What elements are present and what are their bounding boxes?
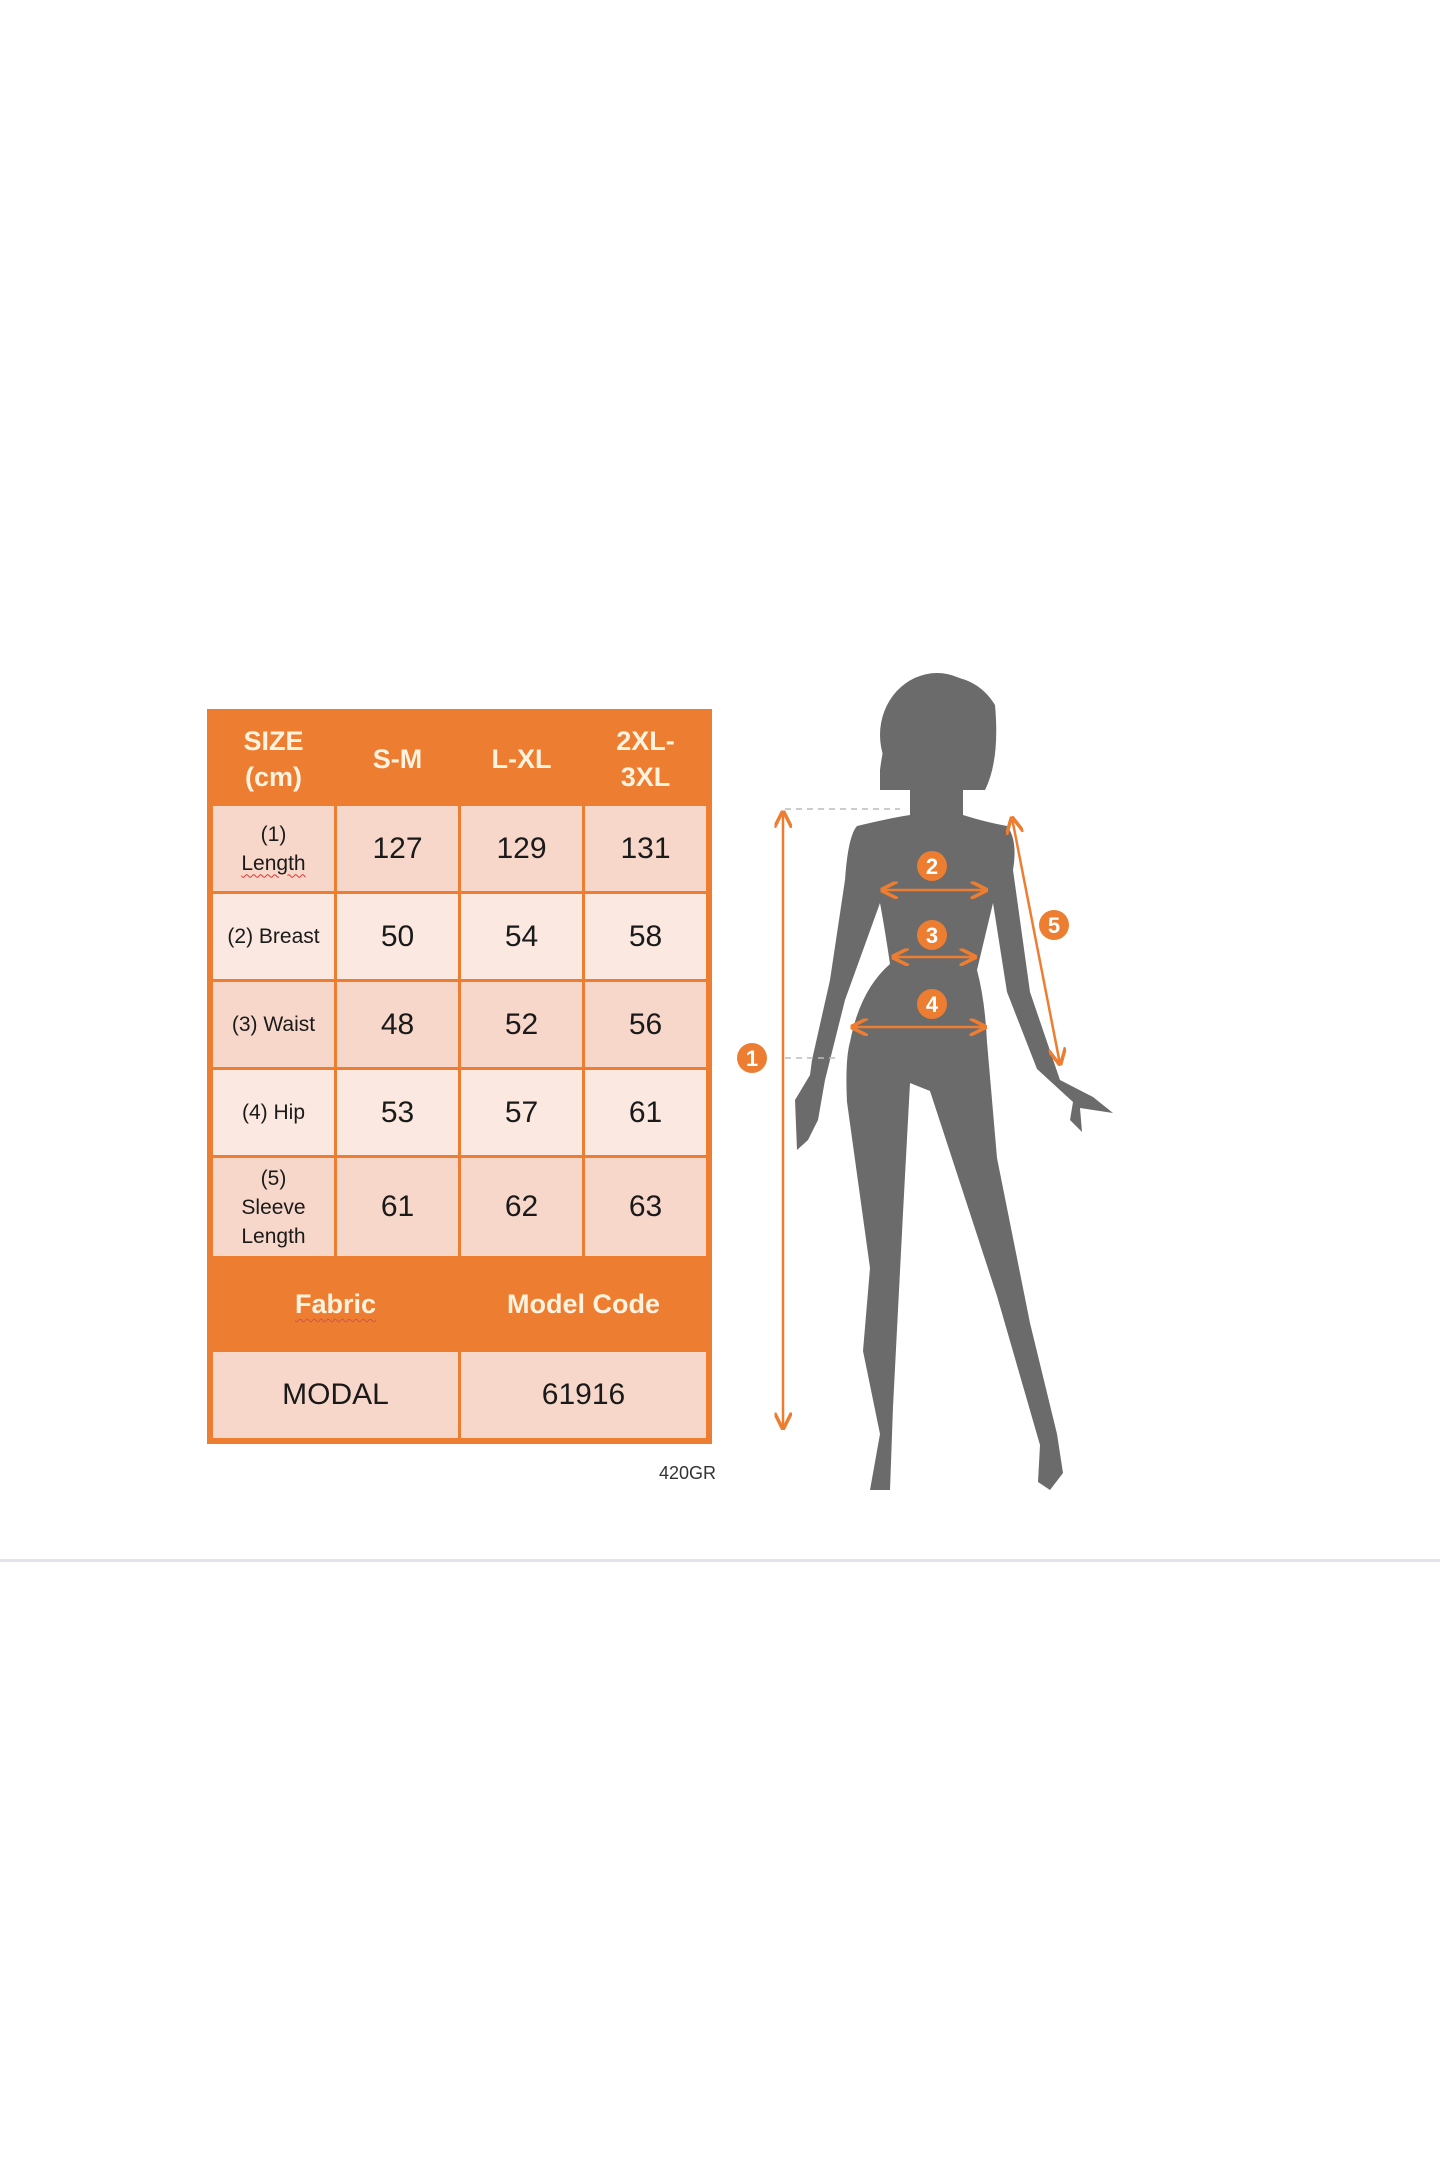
row-label: (3) Waist [210,979,337,1070]
fabric-value: MODAL [210,1349,461,1441]
cell-value: 127 [334,803,461,894]
marker-badge-2: 2 [917,851,947,881]
row-label: (2) Breast [210,891,337,982]
svg-text:5: 5 [1048,913,1060,938]
marker-badge-3: 3 [917,920,947,950]
fabric-header: Fabric [210,1256,461,1352]
size-header-s-m: S-M [334,712,461,806]
cell-value: 54 [458,891,585,982]
cell-value: 61 [582,1067,709,1158]
row-label: (4) Hip [210,1067,337,1158]
marker-badge-1: 1 [737,1043,767,1073]
sleeve-arrow [1012,818,1060,1064]
fabric-header-row: Fabric Model Code [210,1256,709,1352]
cell-value: 62 [458,1155,585,1259]
row-label-line: Sleeve [241,1195,306,1219]
cell-value: 57 [458,1067,585,1158]
table-row-breast: (2) Breast 50 54 58 [210,891,709,982]
svg-text:4: 4 [926,992,939,1017]
size-unit-header: SIZE (cm) [210,712,337,806]
marker-badge-4: 4 [917,989,947,1019]
cell-value: 48 [334,979,461,1070]
size-label-line2: 3XL [620,762,671,792]
row-label-line: (1) [260,822,287,846]
size-chart-table: SIZE (cm) S-M L-XL 2XL- 3XL (1) Length 127 … [207,709,712,1444]
cell-value: 58 [582,891,709,982]
row-label-line: (5) [260,1166,287,1190]
row-label: (1) Length [210,803,337,894]
table-row-length: (1) Length 127 129 131 [210,803,709,894]
cell-value: 50 [334,891,461,982]
measurement-lines [783,812,1060,1428]
silhouette [795,673,1113,1490]
size-label-line1: 2XL- [616,726,675,756]
marker-badge-5: 5 [1039,910,1069,940]
footer-code: 420GR [658,1463,716,1483]
cell-value: 129 [458,803,585,894]
fabric-header-text: Fabric [294,1289,377,1319]
size-label: SIZE [243,726,304,756]
cell-value: 63 [582,1155,709,1259]
svg-text:3: 3 [926,923,938,948]
cell-value: 61 [334,1155,461,1259]
table-row-hip: (4) Hip 53 57 61 [210,1067,709,1158]
divider [0,1559,1440,1562]
cell-value: 131 [582,803,709,894]
size-header-l-xl: L-XL [458,712,585,806]
unit-label: (cm) [244,762,302,792]
fabric-value-row: MODAL 61916 [210,1349,709,1441]
size-header-2xl-3xl: 2XL- 3XL [582,712,709,806]
cell-value: 53 [334,1067,461,1158]
model-code-header: Model Code [458,1256,709,1352]
size-header-row: SIZE (cm) S-M L-XL 2XL- 3XL [210,712,709,806]
row-label-line: Length [241,1224,306,1248]
row-label-line: Length [241,851,306,875]
cell-value: 56 [582,979,709,1070]
model-code-value: 61916 [458,1349,709,1441]
svg-text:1: 1 [746,1046,758,1071]
cell-value: 52 [458,979,585,1070]
table-row-sleeve-length: (5) Sleeve Length 61 62 63 [210,1155,709,1259]
svg-text:2: 2 [926,854,938,879]
body-measurement-figure: 1 2 3 4 5 [737,673,1113,1490]
row-label: (5) Sleeve Length [210,1155,337,1259]
table-row-waist: (3) Waist 48 52 56 [210,979,709,1070]
